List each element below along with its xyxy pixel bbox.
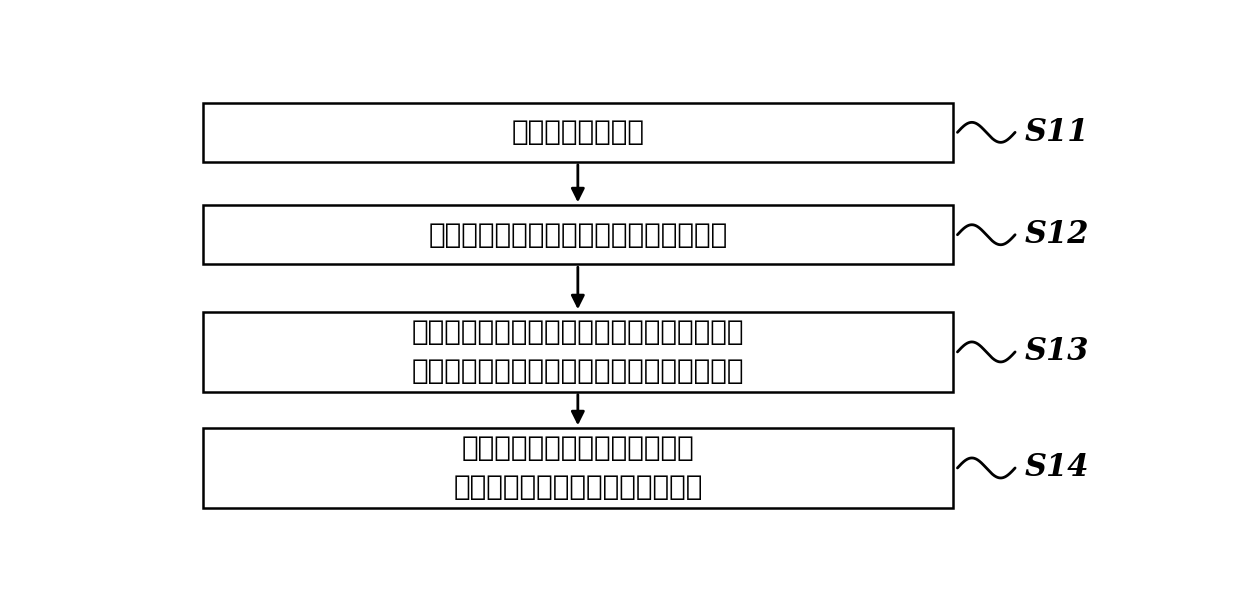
Bar: [203, 205, 952, 264]
Text: 采集动态手势指令: 采集动态手势指令: [511, 118, 645, 147]
Text: S14: S14: [1024, 453, 1089, 483]
Text: 判断动态手势指令是否存在于手势列表中: 判断动态手势指令是否存在于手势列表中: [428, 221, 728, 249]
Text: S11: S11: [1024, 117, 1089, 148]
Text: S13: S13: [1024, 336, 1089, 368]
Bar: [203, 312, 952, 392]
Text: 在动态手势指令存在于手势列表中时，则从手
势列表中查找与动态手势指令对应的模式信息: 在动态手势指令存在于手势列表中时，则从手 势列表中查找与动态手势指令对应的模式信…: [412, 319, 744, 385]
Bar: [203, 428, 952, 508]
Text: 根据模式信息控制终端从当前的
第一显示模式切换至第二显示模式: 根据模式信息控制终端从当前的 第一显示模式切换至第二显示模式: [453, 434, 703, 502]
Bar: [203, 103, 952, 162]
Text: S12: S12: [1024, 219, 1089, 250]
